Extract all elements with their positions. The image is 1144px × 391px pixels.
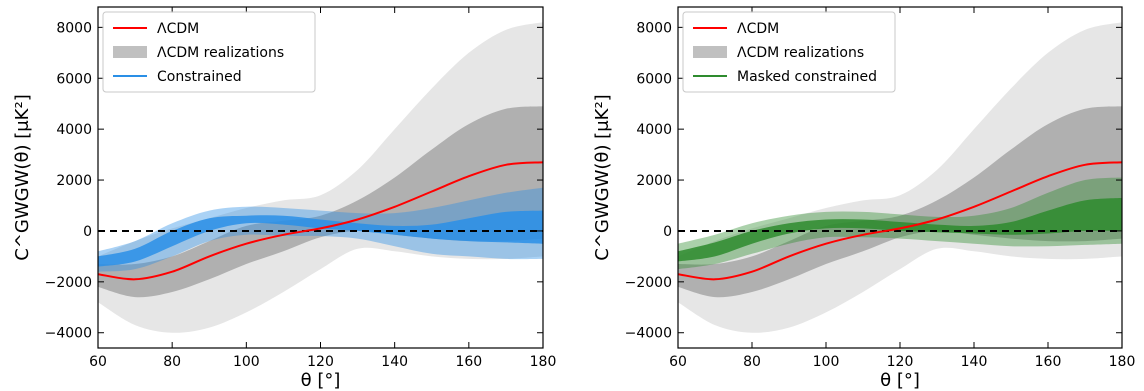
legend-label: ΛCDM realizations [157,45,284,61]
legend-swatch-patch [113,46,147,58]
left-panel: 60 80 100 120 140 160 180 −4000 −2000 0 2000 4000 60… [12,6,557,391]
x-tick-label: 140 [961,354,988,370]
x-tick-label: 80 [743,354,761,370]
x-tick-label: 160 [1035,354,1062,370]
x-tick-label: 180 [530,354,557,370]
x-tick-label: 80 [163,354,181,370]
lcdm-mean-line [98,161,543,281]
y-tick-label: 2000 [636,173,672,189]
x-tick-label: 100 [813,354,840,370]
y-tick-label: 4000 [636,122,672,138]
y-axis-label: C^GWGW(θ) [μK²] [592,94,613,260]
legend: ΛCDM ΛCDM realizations Constrained [102,11,316,93]
y-tick-label: 8000 [56,20,92,36]
y-tick-label: −2000 [625,275,672,291]
legend-swatch-patch [693,46,727,58]
legend-label: ΛCDM [157,21,199,37]
y-axis-label: C^GWGW(θ) [μK²] [12,94,33,260]
x-tick-label: 180 [1109,354,1136,370]
y-tick-label: −4000 [45,326,92,342]
y-tick-label: 2000 [56,173,92,189]
legend-label: ΛCDM [737,21,779,37]
y-tick-label: 6000 [636,71,672,87]
y-tick-label: 4000 [56,122,92,138]
lcdm-mean-line [678,161,1122,281]
legend-box [682,11,896,93]
legend: ΛCDM ΛCDM realizations Masked constrained [682,11,896,93]
y-tick-label: 8000 [636,20,672,36]
y-tick-label: −4000 [625,326,672,342]
legend-label: ΛCDM realizations [737,45,864,61]
realizations-1sigma-band [678,106,1122,298]
x-tick-label: 160 [455,354,482,370]
x-tick-label: 100 [233,354,260,370]
plot-area [98,22,543,333]
legend-label: Constrained [157,69,242,85]
x-tick-label: 60 [89,354,107,370]
constrained-1sigma-band [678,197,1122,262]
legend-label: Masked constrained [737,69,877,85]
y-tick-label: 0 [663,224,672,240]
legend-box [102,11,316,93]
x-axis-label: θ [°] [880,370,920,391]
constrained-2sigma-band [98,187,543,272]
y-tick-label: 6000 [56,71,92,87]
x-tick-label: 140 [381,354,408,370]
constrained-1sigma-band [98,210,543,267]
x-tick-label: 120 [307,354,334,370]
x-tick-label: 60 [669,354,687,370]
y-tick-label: 0 [83,224,92,240]
x-tick-label: 120 [887,354,914,370]
x-axis-label: θ [°] [301,370,341,391]
plot-area [678,22,1122,333]
right-panel: 60 80 100 120 140 160 180 −4000 −2000 0 2000 4000 60… [592,6,1136,391]
y-tick-label: −2000 [45,275,92,291]
realizations-1sigma-band [98,106,543,298]
